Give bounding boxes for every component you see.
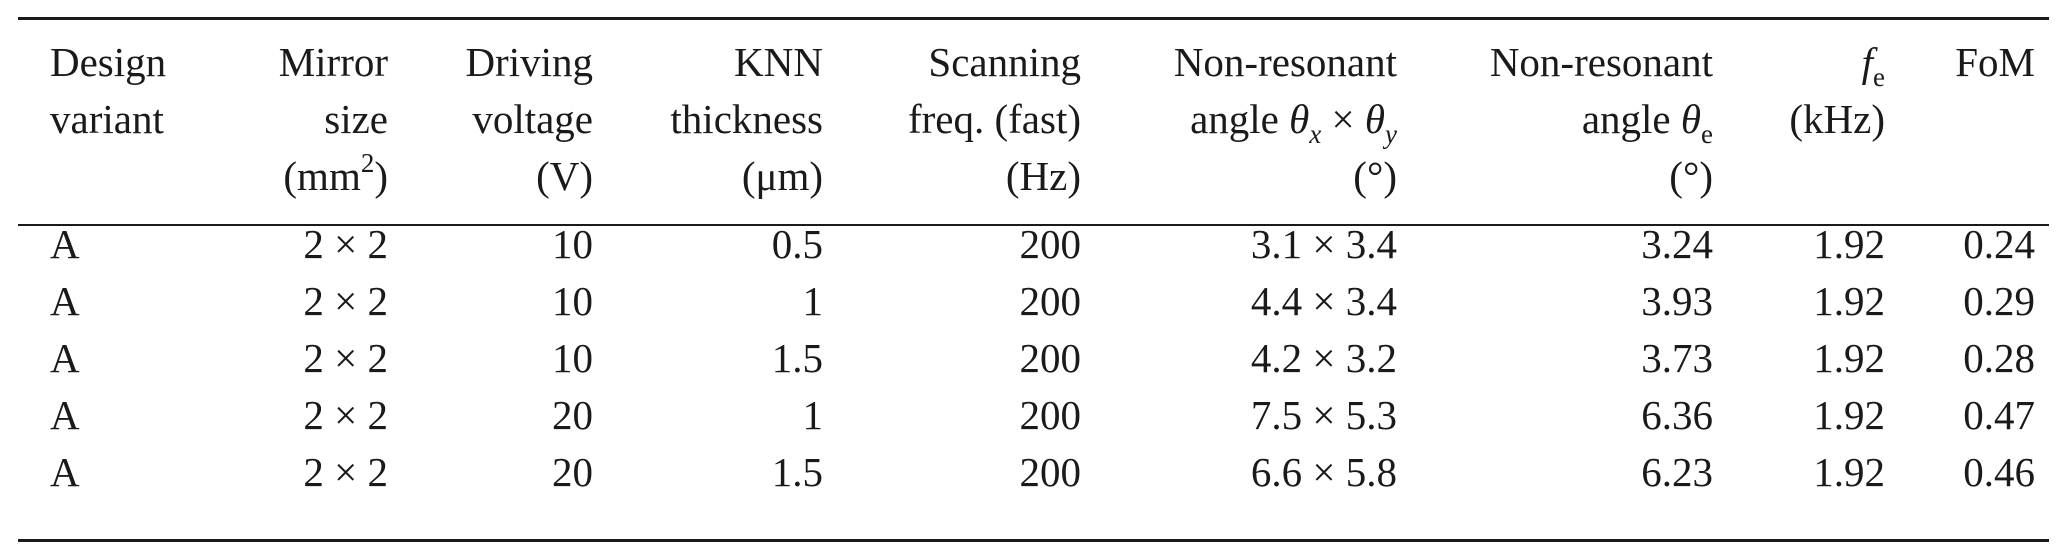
cell-variant: A: [50, 449, 80, 495]
header-driving-voltage: Driving voltage (V): [465, 39, 593, 199]
cell-angle-xy: 6.6 × 5.8: [1250, 449, 1397, 495]
cell-mirror-size: 2 × 2: [303, 335, 388, 381]
cell-fe: 1.92: [1813, 335, 1885, 381]
cell-mirror-size: 2 × 2: [303, 278, 388, 324]
cell-scan-freq: 200: [1019, 335, 1082, 381]
cell-angle-e: 3.73: [1641, 335, 1713, 381]
cell-variant: A: [50, 278, 80, 324]
cell-angle-xy: 3.1 × 3.4: [1250, 221, 1397, 267]
cell-angle-e: 6.36: [1641, 392, 1713, 438]
header-row: Design variant Mirror size (mm2) Driving…: [18, 20, 2035, 210]
cell-knn-thickness: 1.5: [771, 449, 823, 495]
cell-mirror-size: 2 × 2: [303, 392, 388, 438]
cell-fe: 1.92: [1813, 278, 1885, 324]
cell-scan-freq: 200: [1019, 392, 1082, 438]
cell-variant: A: [50, 392, 80, 438]
cell-variant: A: [50, 335, 80, 381]
cell-voltage: 20: [552, 392, 593, 438]
cell-angle-e: 6.23: [1641, 449, 1713, 495]
header-scanning-freq: Scanning freq. (fast) (Hz): [907, 39, 1081, 199]
cell-knn-thickness: 1.5: [771, 335, 823, 381]
table-body: A 2 × 2 10 0.5 200 3.1 × 3.4 3.24 1.92 0…: [18, 210, 2035, 501]
table-row: A 2 × 2 10 1 200 4.4 × 3.4 3.93 1.92 0.2…: [18, 273, 2035, 330]
table-row: A 2 × 2 10 1.5 200 4.2 × 3.2 3.73 1.92 0…: [18, 330, 2035, 387]
cell-fom: 0.24: [1963, 221, 2035, 267]
cell-scan-freq: 200: [1019, 278, 1082, 324]
cell-angle-xy: 7.5 × 5.3: [1250, 392, 1397, 438]
cell-fe: 1.92: [1813, 449, 1885, 495]
table-header: Design variant Mirror size (mm2) Driving…: [18, 20, 2035, 210]
cell-mirror-size: 2 × 2: [303, 221, 388, 267]
cell-fom: 0.28: [1963, 335, 2035, 381]
cell-fom: 0.46: [1963, 449, 2035, 495]
table-top-rule: [18, 17, 2049, 20]
cell-angle-e: 3.93: [1641, 278, 1713, 324]
cell-fom: 0.47: [1963, 392, 2035, 438]
table-row: A 2 × 2 20 1.5 200 6.6 × 5.8 6.23 1.92 0…: [18, 444, 2035, 501]
cell-voltage: 10: [552, 278, 593, 324]
cell-voltage: 10: [552, 221, 593, 267]
header-mirror-size: Mirror size (mm2): [278, 39, 388, 199]
cell-fe: 1.92: [1813, 392, 1885, 438]
cell-fom: 0.29: [1963, 278, 2035, 324]
table-bottom-rule: [18, 539, 2049, 542]
cell-knn-thickness: 1: [802, 278, 824, 324]
cell-fe: 1.92: [1813, 221, 1885, 267]
header-knn-thickness: KNN thickness (μm): [670, 39, 823, 199]
header-design-variant: Design variant: [50, 39, 167, 142]
cell-voltage: 10: [552, 335, 593, 381]
cell-angle-xy: 4.4 × 3.4: [1250, 278, 1397, 324]
cell-mirror-size: 2 × 2: [303, 449, 388, 495]
results-table: Design variant Mirror size (mm2) Driving…: [18, 20, 2035, 501]
cell-knn-thickness: 1: [802, 392, 824, 438]
cell-angle-e: 3.24: [1641, 221, 1713, 267]
table-row: A 2 × 2 20 1 200 7.5 × 5.3 6.36 1.92 0.4…: [18, 387, 2035, 444]
cell-knn-thickness: 0.5: [771, 221, 823, 267]
header-angle-xy: Non-resonant angle θx × θy (°): [1173, 39, 1397, 199]
header-fe: fe (kHz): [1789, 39, 1885, 142]
table-row: A 2 × 2 10 0.5 200 3.1 × 3.4 3.24 1.92 0…: [18, 210, 2035, 273]
cell-angle-xy: 4.2 × 3.2: [1250, 335, 1397, 381]
cell-scan-freq: 200: [1019, 221, 1082, 267]
header-angle-e: Non-resonant angle θe (°): [1489, 39, 1713, 199]
cell-voltage: 20: [552, 449, 593, 495]
table-header-rule: [18, 224, 2049, 226]
cell-variant: A: [50, 221, 80, 267]
cell-scan-freq: 200: [1019, 449, 1082, 495]
header-fom: FoM: [1955, 39, 2035, 85]
